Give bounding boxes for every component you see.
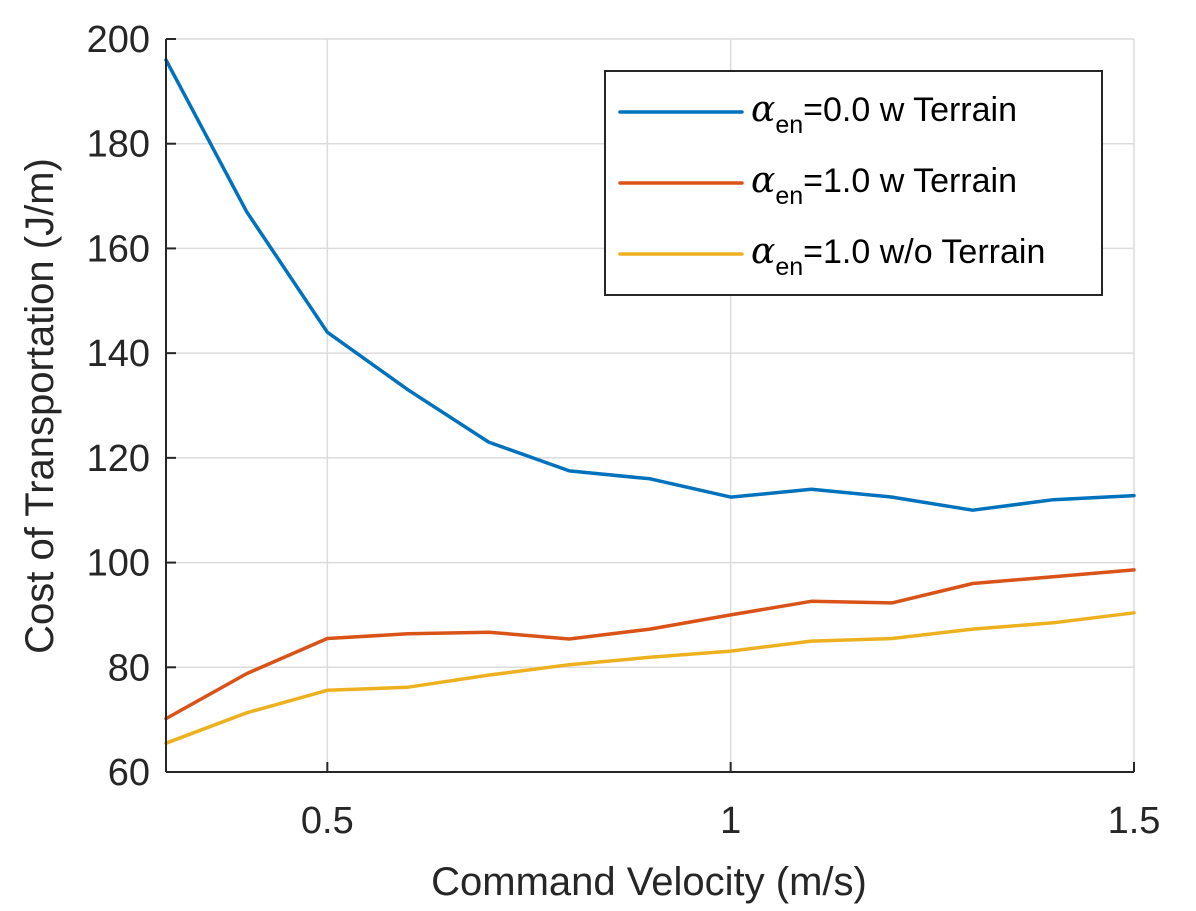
y-tick-label-0: 60 — [108, 752, 150, 794]
y-tick-label-3: 120 — [87, 438, 150, 480]
legend-alpha-symbol: α — [751, 89, 775, 130]
series-lines — [164, 58, 1136, 745]
legend-label-text: =1.0 w/o Terrain — [803, 233, 1045, 271]
legend-subscript: en — [775, 182, 803, 210]
y-tick-label-2: 100 — [87, 543, 150, 585]
series-line-1 — [164, 568, 1136, 721]
y-axis-title: Cost of Transportation (J/m) — [18, 158, 62, 654]
legend-subscript: en — [775, 253, 803, 281]
x-tick-label-1: 1 — [720, 800, 741, 842]
series-line-2 — [164, 611, 1136, 745]
series-line-0 — [164, 58, 1136, 512]
legend-label-series-2: αen=1.0 w/o Terrain — [751, 231, 1045, 281]
y-tick-label-7: 200 — [87, 19, 150, 61]
y-tick-label-4: 140 — [87, 333, 150, 375]
legend-label-series-0: αen=0.0 w Terrain — [751, 89, 1017, 139]
y-tick-label-6: 180 — [87, 124, 150, 166]
x-tick-label-0: 0.5 — [301, 800, 354, 842]
legend-entry-alpha-1-wo-terrain: αen=1.0 w/o Terrain — [618, 231, 1045, 281]
y-tick-label-1: 80 — [108, 647, 150, 689]
legend: αen=0.0 w Terrain αen=1.0 w Terrain αen=… — [604, 70, 1103, 296]
x-tick-label-2: 1.5 — [1108, 800, 1161, 842]
legend-alpha-symbol: α — [751, 160, 775, 201]
legend-entry-alpha-0-w-terrain: αen=0.0 w Terrain — [618, 89, 1017, 139]
tick-labels: 60 80 100 120 140 160 180 200 0.5 1 1.5 — [87, 19, 1161, 842]
y-tick-label-5: 160 — [87, 228, 150, 270]
legend-entry-alpha-1-w-terrain: αen=1.0 w Terrain — [618, 160, 1017, 210]
x-axis-title: Command Velocity (m/s) — [431, 860, 867, 904]
legend-label-text: =1.0 w Terrain — [803, 162, 1017, 200]
legend-label-text: =0.0 w Terrain — [803, 91, 1017, 129]
legend-label-series-1: αen=1.0 w Terrain — [751, 160, 1017, 210]
legend-subscript: en — [775, 111, 803, 139]
legend-alpha-symbol: α — [751, 231, 775, 272]
axes — [165, 38, 1135, 773]
